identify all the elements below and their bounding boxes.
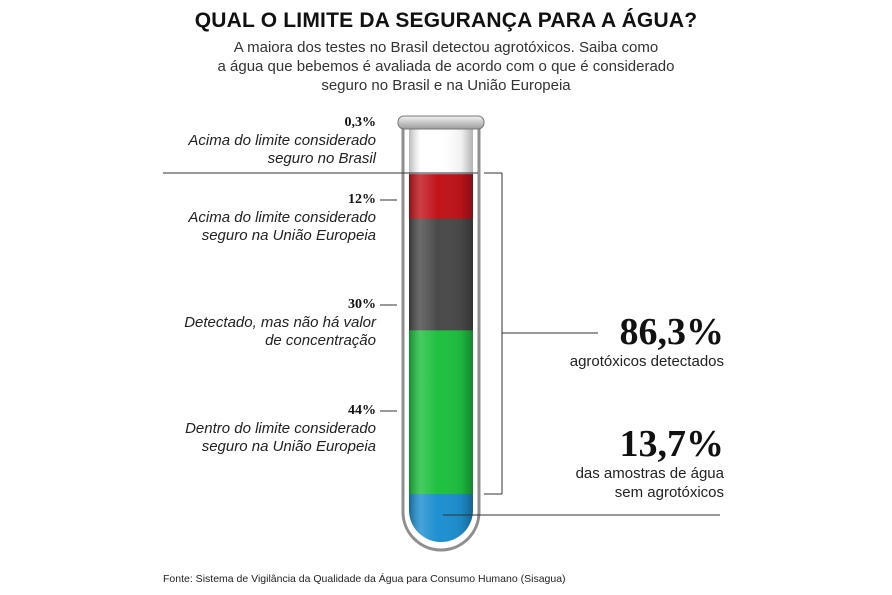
segment-description: seguro na União Europeia	[201, 227, 376, 244]
total-not-detected: 13,7% das amostras de água sem agrotóxic…	[424, 424, 724, 502]
total-value: 13,7%	[619, 423, 725, 465]
chart-title: QUAL O LIMITE DA SEGURANÇA PARA A ÁGUA?	[194, 9, 698, 32]
segment-description: seguro no Brasil	[267, 150, 376, 167]
segment-label-eu-exceeded: 12% Acima do limite considerado seguro n…	[0, 191, 376, 245]
subtitle-line: seguro no Brasil e na União Europeia	[321, 77, 571, 94]
segment-label-brazil-exceeded: 0,3% Acima do limite considerado seguro …	[0, 114, 376, 168]
chart-subtitle: A maiora dos testes no Brasil detectou a…	[0, 38, 892, 95]
tube-rim	[397, 115, 485, 130]
segment-value: 30%	[348, 297, 376, 312]
segment-description: Detectado, mas não há valor	[184, 314, 376, 331]
total-detected: 86,3% agrotóxicos detectados	[424, 312, 724, 371]
segment-description: Dentro do limite considerado	[185, 420, 376, 437]
source-note: Fonte: Sistema de Vigilância da Qualidad…	[163, 573, 566, 585]
segment-label-within-eu: 44% Dentro do limite considerado seguro …	[0, 402, 376, 456]
subtitle-line: a água que bebemos é avaliada de acordo …	[217, 58, 675, 75]
total-caption: das amostras de água	[575, 465, 724, 482]
subtitle-line: A maiora dos testes no Brasil detectou a…	[233, 39, 659, 56]
segment-description: Acima do limite considerado	[188, 209, 376, 226]
segment-label-no-concentration: 30% Detectado, mas não há valor de conce…	[0, 296, 376, 350]
segment-value: 0,3%	[344, 115, 377, 130]
tube-glass	[401, 124, 481, 552]
total-caption: agrotóxicos detectados	[569, 353, 724, 370]
segment-description: seguro na União Europeia	[201, 438, 376, 455]
segment-description: Acima do limite considerado	[188, 132, 376, 149]
segment-description: de concentração	[265, 332, 376, 349]
segment-value: 12%	[348, 192, 376, 207]
total-value: 86,3%	[619, 311, 725, 353]
segment-value: 44%	[348, 403, 376, 418]
total-caption: sem agrotóxicos	[614, 484, 724, 501]
